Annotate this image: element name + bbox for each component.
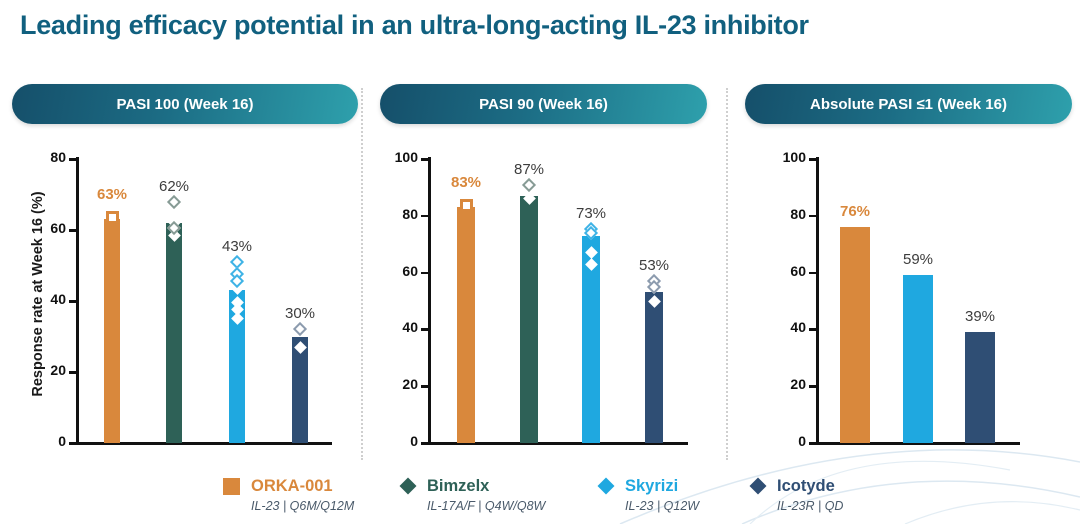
y-tick-label: 60 [790, 262, 806, 279]
y-tick-label: 60 [50, 220, 66, 236]
y-tick-mark [809, 385, 817, 388]
y-tick-label: 60 [402, 262, 418, 279]
value-label: 83% [450, 173, 482, 191]
y-tick-label: 20 [50, 362, 66, 378]
y-tick-label: 0 [58, 433, 66, 449]
y-tick-label: 40 [402, 319, 418, 336]
y-tick-mark [421, 158, 429, 161]
bar-icotyde [965, 332, 995, 443]
y-tick-mark [69, 371, 77, 374]
y-axis [76, 157, 79, 443]
legend-name: Icotyde [777, 477, 835, 495]
panel-header-pasi90: PASI 90 (Week 16) [380, 84, 707, 124]
legend-item-skyrizi: Skyrizi IL-23 | Q12W [597, 476, 700, 513]
data-point-open-diamond [292, 322, 308, 337]
value-label: 87% [513, 160, 545, 178]
y-tick-label: 80 [50, 149, 66, 165]
bar-orka-001 [457, 207, 475, 443]
bar-skyrizi [229, 290, 245, 443]
legend-name: Skyrizi [625, 477, 679, 495]
panel-divider [361, 88, 363, 460]
y-axis [428, 157, 431, 443]
y-tick-mark [421, 214, 429, 218]
legend-sublabel: IL-23R | QD [777, 499, 844, 513]
legend-square-icon [223, 478, 240, 495]
y-tick-mark [809, 158, 817, 161]
y-tick-label: 40 [50, 291, 66, 307]
legend-item-orka-001: ORKA-001 IL-23 | Q6M/Q12M [223, 476, 354, 513]
y-tick-mark [809, 271, 817, 275]
bar-skyrizi [582, 235, 600, 443]
value-label: 30% [284, 305, 316, 323]
y-axis [816, 157, 819, 443]
legend-item-bimzelx: Bimzelx IL-17A/F | Q4W/Q8W [399, 476, 546, 513]
y-tick-mark [69, 229, 77, 232]
bar-bimzelx [520, 195, 538, 443]
bar-icotyde [645, 292, 663, 443]
x-axis [428, 442, 688, 445]
value-label: 62% [158, 177, 190, 195]
y-tick-mark [809, 442, 817, 445]
data-point-open-diamond [166, 194, 182, 209]
y-tick-label: 20 [790, 376, 806, 393]
legend-sublabel: IL-17A/F | Q4W/Q8W [427, 499, 546, 513]
y-tick-label: 80 [790, 205, 806, 222]
x-axis [816, 442, 1020, 445]
page-title: Leading efficacy potential in an ultra-l… [20, 10, 809, 40]
legend-diamond-icon [749, 477, 767, 495]
legend-diamond-icon [399, 477, 417, 495]
y-tick-mark [809, 214, 817, 218]
y-tick-mark [421, 271, 429, 275]
y-tick-label: 40 [790, 319, 806, 336]
value-label: 43% [221, 237, 253, 255]
bar-orka-001 [840, 227, 870, 443]
y-tick-mark [69, 442, 77, 445]
value-label: 73% [575, 204, 607, 222]
value-label: 59% [902, 251, 934, 269]
value-label: 76% [839, 203, 871, 221]
y-tick-label: 20 [402, 376, 418, 393]
value-label: 53% [638, 257, 670, 275]
legend-sublabel: IL-23 | Q12W [625, 499, 700, 513]
y-tick-label: 80 [402, 205, 418, 222]
y-tick-label: 0 [410, 433, 418, 449]
bar-bimzelx [166, 222, 182, 443]
legend-item-icotyde: Icotyde IL-23R | QD [749, 476, 844, 513]
y-tick-mark [69, 300, 77, 303]
legend-sublabel: IL-23 | Q6M/Q12M [251, 499, 355, 513]
value-label: 39% [964, 308, 996, 326]
value-label: 63% [96, 185, 128, 203]
y-tick-label: 100 [394, 149, 418, 165]
legend-diamond-icon [597, 477, 615, 495]
y-tick-mark [421, 385, 429, 388]
data-point-open-square [105, 211, 119, 225]
x-axis [76, 442, 332, 445]
y-tick-mark [809, 328, 817, 331]
data-point-open-diamond [521, 177, 537, 192]
y-tick-mark [421, 328, 429, 331]
bar-icotyde [292, 336, 308, 443]
panel-divider [726, 88, 728, 460]
y-tick-mark [69, 158, 77, 161]
bar-orka-001 [104, 219, 120, 443]
legend-name: Bimzelx [427, 477, 490, 495]
panel-header-abs-pasi: Absolute PASI ≤1 (Week 16) [745, 84, 1072, 124]
y-tick-label: 100 [782, 149, 806, 165]
y-tick-mark [421, 442, 429, 445]
bar-skyrizi [903, 275, 933, 443]
y-tick-label: 0 [798, 433, 806, 449]
panel-header-pasi100: PASI 100 (Week 16) [12, 84, 358, 124]
legend-name: ORKA-001 [251, 477, 333, 495]
data-point-open-square [459, 199, 473, 213]
